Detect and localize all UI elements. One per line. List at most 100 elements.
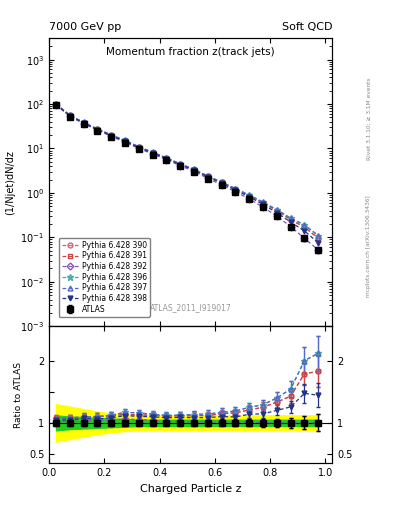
Pythia 6.428 390 bbox=[302, 224, 307, 230]
Pythia 6.428 390 bbox=[81, 120, 86, 126]
Pythia 6.428 390 bbox=[54, 101, 59, 107]
Pythia 6.428 397 bbox=[219, 179, 224, 185]
Pythia 6.428 396 bbox=[150, 150, 155, 156]
Pythia 6.428 391 bbox=[178, 161, 183, 167]
Text: 7000 GeV pp: 7000 GeV pp bbox=[49, 22, 121, 32]
Pythia 6.428 397 bbox=[316, 232, 321, 239]
Pythia 6.428 396 bbox=[81, 119, 86, 125]
Pythia 6.428 390 bbox=[150, 150, 155, 156]
Pythia 6.428 397 bbox=[123, 137, 127, 143]
Pythia 6.428 390 bbox=[233, 186, 238, 192]
Line: Pythia 6.428 391: Pythia 6.428 391 bbox=[53, 101, 321, 241]
Pythia 6.428 398 bbox=[95, 126, 100, 133]
Pythia 6.428 390 bbox=[178, 161, 183, 167]
Pythia 6.428 392 bbox=[178, 163, 183, 169]
Pythia 6.428 392 bbox=[288, 224, 293, 230]
Pythia 6.428 397 bbox=[288, 215, 293, 221]
Pythia 6.428 390 bbox=[136, 144, 141, 150]
Line: Pythia 6.428 390: Pythia 6.428 390 bbox=[53, 101, 321, 241]
Pythia 6.428 396 bbox=[288, 215, 293, 221]
Pythia 6.428 390 bbox=[219, 179, 224, 185]
Pythia 6.428 390 bbox=[95, 126, 100, 132]
Pythia 6.428 398 bbox=[123, 138, 127, 144]
Pythia 6.428 398 bbox=[192, 167, 196, 173]
Pythia 6.428 392 bbox=[219, 182, 224, 188]
Line: Pythia 6.428 397: Pythia 6.428 397 bbox=[53, 102, 321, 238]
Pythia 6.428 392 bbox=[95, 127, 100, 133]
Pythia 6.428 391 bbox=[150, 150, 155, 156]
Pythia 6.428 390 bbox=[68, 112, 72, 118]
Pythia 6.428 392 bbox=[164, 157, 169, 163]
Pythia 6.428 391 bbox=[192, 166, 196, 173]
Pythia 6.428 396 bbox=[178, 161, 183, 167]
Y-axis label: Ratio to ATLAS: Ratio to ATLAS bbox=[14, 362, 23, 428]
Pythia 6.428 391 bbox=[233, 186, 238, 192]
Pythia 6.428 396 bbox=[247, 192, 252, 198]
Pythia 6.428 391 bbox=[136, 144, 141, 150]
Pythia 6.428 392 bbox=[233, 189, 238, 195]
Pythia 6.428 398 bbox=[68, 113, 72, 119]
Pythia 6.428 397 bbox=[302, 222, 307, 228]
Pythia 6.428 392 bbox=[123, 139, 127, 145]
Pythia 6.428 392 bbox=[192, 168, 196, 175]
Pythia 6.428 397 bbox=[178, 161, 183, 167]
Pythia 6.428 391 bbox=[54, 101, 59, 107]
Pythia 6.428 392 bbox=[150, 151, 155, 157]
Pythia 6.428 397 bbox=[275, 207, 279, 213]
Pythia 6.428 397 bbox=[261, 199, 265, 205]
Legend: Pythia 6.428 390, Pythia 6.428 391, Pythia 6.428 392, Pythia 6.428 396, Pythia 6: Pythia 6.428 390, Pythia 6.428 391, Pyth… bbox=[59, 238, 150, 317]
Pythia 6.428 397 bbox=[150, 150, 155, 156]
Pythia 6.428 392 bbox=[302, 236, 307, 242]
Pythia 6.428 397 bbox=[109, 132, 114, 138]
Pythia 6.428 397 bbox=[81, 119, 86, 125]
Pythia 6.428 398 bbox=[233, 187, 238, 194]
Pythia 6.428 390 bbox=[288, 217, 293, 223]
Pythia 6.428 392 bbox=[206, 176, 210, 182]
Pythia 6.428 398 bbox=[219, 180, 224, 186]
Text: Rivet 3.1.10; ≥ 3.1M events: Rivet 3.1.10; ≥ 3.1M events bbox=[366, 78, 371, 160]
Pythia 6.428 390 bbox=[206, 174, 210, 180]
Line: Pythia 6.428 392: Pythia 6.428 392 bbox=[53, 102, 321, 252]
Text: Soft QCD: Soft QCD bbox=[282, 22, 332, 32]
Pythia 6.428 392 bbox=[261, 204, 265, 210]
Pythia 6.428 396 bbox=[219, 179, 224, 185]
Pythia 6.428 396 bbox=[95, 126, 100, 132]
Pythia 6.428 398 bbox=[109, 133, 114, 139]
Pythia 6.428 396 bbox=[275, 207, 279, 213]
Pythia 6.428 397 bbox=[206, 173, 210, 179]
Pythia 6.428 391 bbox=[219, 179, 224, 185]
Pythia 6.428 397 bbox=[247, 192, 252, 198]
Pythia 6.428 392 bbox=[136, 145, 141, 152]
Pythia 6.428 396 bbox=[68, 112, 72, 118]
Pythia 6.428 396 bbox=[192, 166, 196, 173]
Pythia 6.428 391 bbox=[109, 132, 114, 138]
Pythia 6.428 390 bbox=[192, 166, 196, 173]
Pythia 6.428 398 bbox=[81, 120, 86, 126]
Pythia 6.428 391 bbox=[288, 217, 293, 223]
Pythia 6.428 392 bbox=[81, 121, 86, 127]
Pythia 6.428 397 bbox=[233, 185, 238, 191]
Pythia 6.428 390 bbox=[316, 236, 321, 242]
Pythia 6.428 398 bbox=[302, 228, 307, 234]
Pythia 6.428 396 bbox=[206, 173, 210, 179]
Pythia 6.428 398 bbox=[247, 194, 252, 200]
Pythia 6.428 398 bbox=[136, 144, 141, 151]
Line: Pythia 6.428 396: Pythia 6.428 396 bbox=[53, 101, 321, 239]
Pythia 6.428 397 bbox=[136, 143, 141, 150]
Line: Pythia 6.428 398: Pythia 6.428 398 bbox=[53, 102, 321, 245]
Text: mcplots.cern.ch [arXiv:1306.3436]: mcplots.cern.ch [arXiv:1306.3436] bbox=[366, 195, 371, 296]
Pythia 6.428 391 bbox=[164, 155, 169, 161]
Pythia 6.428 392 bbox=[54, 102, 59, 108]
Pythia 6.428 398 bbox=[164, 156, 169, 162]
Pythia 6.428 391 bbox=[123, 138, 127, 144]
Pythia 6.428 396 bbox=[302, 222, 307, 228]
Pythia 6.428 396 bbox=[109, 132, 114, 138]
Pythia 6.428 398 bbox=[54, 101, 59, 108]
Pythia 6.428 391 bbox=[261, 200, 265, 206]
Pythia 6.428 397 bbox=[68, 112, 72, 118]
Pythia 6.428 398 bbox=[275, 209, 279, 216]
Pythia 6.428 397 bbox=[54, 101, 59, 108]
Pythia 6.428 392 bbox=[275, 213, 279, 219]
Pythia 6.428 391 bbox=[275, 207, 279, 214]
Text: ATLAS_2011_I919017: ATLAS_2011_I919017 bbox=[150, 303, 231, 312]
